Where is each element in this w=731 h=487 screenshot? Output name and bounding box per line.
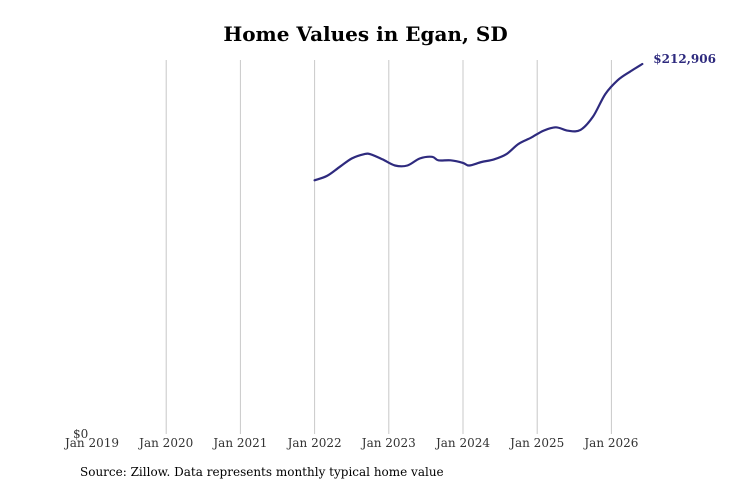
source-note: Source: Zillow. Data represents monthly … bbox=[80, 465, 444, 479]
x-tick-label: Jan 2024 bbox=[434, 436, 490, 450]
x-tick-label: Jan 2023 bbox=[360, 436, 416, 450]
chart-title: Home Values in Egan, SD bbox=[223, 22, 508, 46]
x-tick-label: Jan 2019 bbox=[63, 436, 119, 450]
series-line-home-value bbox=[313, 62, 644, 182]
y-tick-label-zero: $0 bbox=[73, 427, 88, 441]
x-tick-label: Jan 2025 bbox=[508, 436, 564, 450]
x-tick-label: Jan 2021 bbox=[211, 436, 267, 450]
x-tick-label: Jan 2022 bbox=[286, 436, 342, 450]
x-tick-label: Jan 2026 bbox=[582, 436, 638, 450]
end-value-label: $212,906 bbox=[653, 52, 716, 66]
x-tick-label: Jan 2020 bbox=[137, 436, 193, 450]
grid-lines bbox=[165, 60, 612, 434]
x-axis-ticks: Jan 2019 Jan 2020 Jan 2021 Jan 2022 Jan 2023… bbox=[63, 436, 638, 450]
